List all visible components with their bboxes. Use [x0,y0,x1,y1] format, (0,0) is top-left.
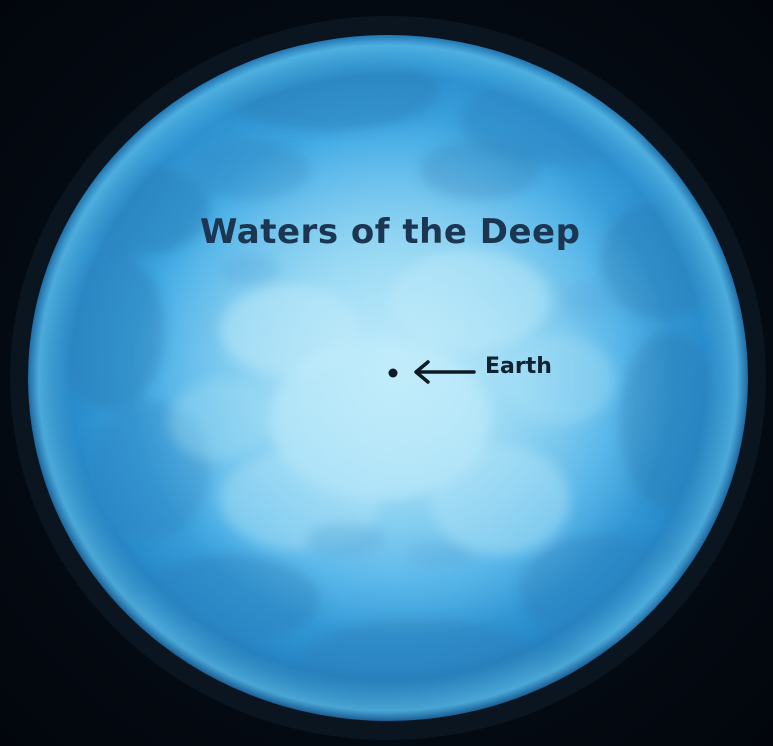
earth-arrow [414,360,476,384]
earth-dot [388,368,398,378]
diagram-title: Waters of the Deep [200,212,581,252]
rim-glow [28,35,748,721]
earth-label: Earth [485,354,552,379]
